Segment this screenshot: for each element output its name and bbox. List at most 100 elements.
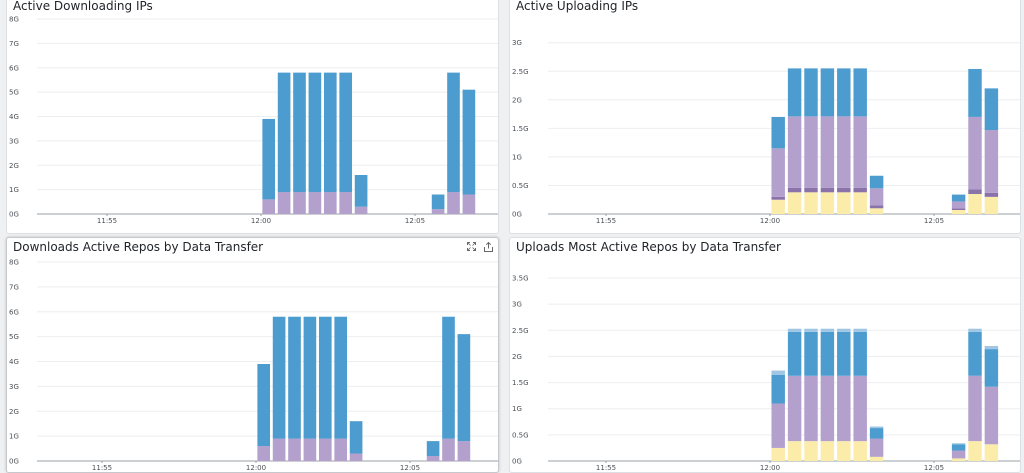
bar-segment[interactable] bbox=[339, 192, 353, 214]
bar-segment[interactable] bbox=[339, 72, 353, 193]
bar-segment[interactable] bbox=[951, 450, 966, 459]
bar-segment[interactable] bbox=[951, 443, 966, 445]
bar-segment[interactable] bbox=[787, 192, 802, 214]
bar-segment[interactable] bbox=[787, 441, 802, 461]
bar-segment[interactable] bbox=[837, 331, 851, 376]
bar-segment[interactable] bbox=[288, 316, 301, 439]
bar-segment[interactable] bbox=[853, 68, 867, 117]
bar-segment[interactable] bbox=[853, 375, 867, 442]
bar-segment[interactable] bbox=[771, 116, 785, 149]
bar-segment[interactable] bbox=[804, 116, 818, 188]
bar-segment[interactable] bbox=[820, 375, 835, 442]
bar-segment[interactable] bbox=[951, 194, 966, 202]
bar-segment[interactable] bbox=[272, 316, 286, 439]
bar-segment[interactable] bbox=[457, 441, 471, 461]
bar-segment[interactable] bbox=[820, 331, 835, 376]
bar-segment[interactable] bbox=[272, 438, 286, 461]
bar-segment[interactable] bbox=[349, 421, 363, 454]
bar-segment[interactable] bbox=[277, 72, 291, 193]
bar-segment[interactable] bbox=[257, 363, 271, 447]
bar-segment[interactable] bbox=[431, 209, 445, 214]
bar-segment[interactable] bbox=[804, 192, 818, 214]
bar-segment[interactable] bbox=[426, 441, 440, 457]
bar-segment[interactable] bbox=[334, 316, 348, 439]
bar-segment[interactable] bbox=[984, 130, 999, 193]
bar-segment[interactable] bbox=[354, 175, 368, 207]
bar-segment[interactable] bbox=[869, 188, 884, 206]
bar-segment[interactable] bbox=[951, 208, 966, 211]
bar-segment[interactable] bbox=[837, 192, 851, 214]
bar-segment[interactable] bbox=[771, 447, 785, 461]
bar-segment[interactable] bbox=[968, 194, 982, 214]
bar-segment[interactable] bbox=[804, 328, 818, 332]
bar-segment[interactable] bbox=[457, 334, 471, 442]
bar-segment[interactable] bbox=[323, 192, 337, 214]
bar-segment[interactable] bbox=[318, 438, 332, 461]
bar-segment[interactable] bbox=[323, 72, 337, 193]
bar-segment[interactable] bbox=[853, 116, 867, 188]
bar-segment[interactable] bbox=[984, 349, 999, 387]
bar-segment[interactable] bbox=[787, 68, 802, 117]
bar-segment[interactable] bbox=[968, 116, 982, 190]
bar-segment[interactable] bbox=[288, 438, 301, 461]
bar-segment[interactable] bbox=[837, 187, 851, 193]
bar-segment[interactable] bbox=[837, 68, 851, 117]
bar-segment[interactable] bbox=[334, 438, 348, 461]
bar-segment[interactable] bbox=[968, 189, 982, 195]
bar-segment[interactable] bbox=[771, 199, 785, 214]
bar-segment[interactable] bbox=[303, 438, 317, 461]
bar-segment[interactable] bbox=[984, 345, 999, 350]
bar-segment[interactable] bbox=[968, 328, 982, 332]
bar-segment[interactable] bbox=[262, 118, 276, 200]
bar-segment[interactable] bbox=[820, 68, 835, 117]
bar-segment[interactable] bbox=[869, 205, 884, 209]
bar-segment[interactable] bbox=[462, 89, 476, 195]
bar-segment[interactable] bbox=[308, 192, 322, 214]
bar-segment[interactable] bbox=[820, 187, 835, 193]
bar-segment[interactable] bbox=[837, 328, 851, 332]
bar-segment[interactable] bbox=[869, 456, 884, 461]
bar-segment[interactable] bbox=[951, 444, 966, 451]
bar-segment[interactable] bbox=[442, 316, 455, 439]
bar-segment[interactable] bbox=[442, 438, 455, 461]
bar-segment[interactable] bbox=[804, 375, 818, 442]
bar-segment[interactable] bbox=[771, 148, 785, 197]
bar-segment[interactable] bbox=[257, 446, 271, 461]
bar-segment[interactable] bbox=[951, 201, 966, 209]
bar-segment[interactable] bbox=[968, 375, 982, 442]
bar-segment[interactable] bbox=[869, 428, 884, 439]
bar-segment[interactable] bbox=[787, 187, 802, 193]
bar-segment[interactable] bbox=[303, 316, 317, 439]
bar-segment[interactable] bbox=[447, 192, 460, 214]
bar-segment[interactable] bbox=[771, 370, 785, 375]
bar-segment[interactable] bbox=[804, 441, 818, 461]
bar-segment[interactable] bbox=[853, 331, 867, 376]
bar-segment[interactable] bbox=[853, 187, 867, 193]
bar-segment[interactable] bbox=[984, 444, 999, 461]
bar-segment[interactable] bbox=[804, 187, 818, 193]
bar-segment[interactable] bbox=[984, 192, 999, 197]
bar-segment[interactable] bbox=[349, 453, 363, 461]
bar-segment[interactable] bbox=[820, 192, 835, 214]
bar-segment[interactable] bbox=[262, 199, 276, 214]
bar-segment[interactable] bbox=[318, 316, 332, 439]
bar-segment[interactable] bbox=[984, 386, 999, 445]
bar-segment[interactable] bbox=[968, 331, 982, 376]
bar-segment[interactable] bbox=[837, 441, 851, 461]
bar-segment[interactable] bbox=[951, 458, 966, 461]
bar-segment[interactable] bbox=[787, 331, 802, 376]
bar-segment[interactable] bbox=[869, 438, 884, 457]
bar-segment[interactable] bbox=[804, 331, 818, 376]
bar-segment[interactable] bbox=[804, 68, 818, 117]
bar-segment[interactable] bbox=[771, 374, 785, 404]
bar-segment[interactable] bbox=[869, 426, 884, 429]
bar-segment[interactable] bbox=[462, 194, 476, 215]
bar-segment[interactable] bbox=[771, 403, 785, 448]
bar-segment[interactable] bbox=[426, 456, 440, 461]
bar-segment[interactable] bbox=[787, 116, 802, 188]
bar-segment[interactable] bbox=[820, 441, 835, 461]
bar-segment[interactable] bbox=[431, 194, 445, 210]
bar-segment[interactable] bbox=[837, 375, 851, 442]
bar-segment[interactable] bbox=[771, 196, 785, 200]
bar-segment[interactable] bbox=[968, 441, 982, 461]
